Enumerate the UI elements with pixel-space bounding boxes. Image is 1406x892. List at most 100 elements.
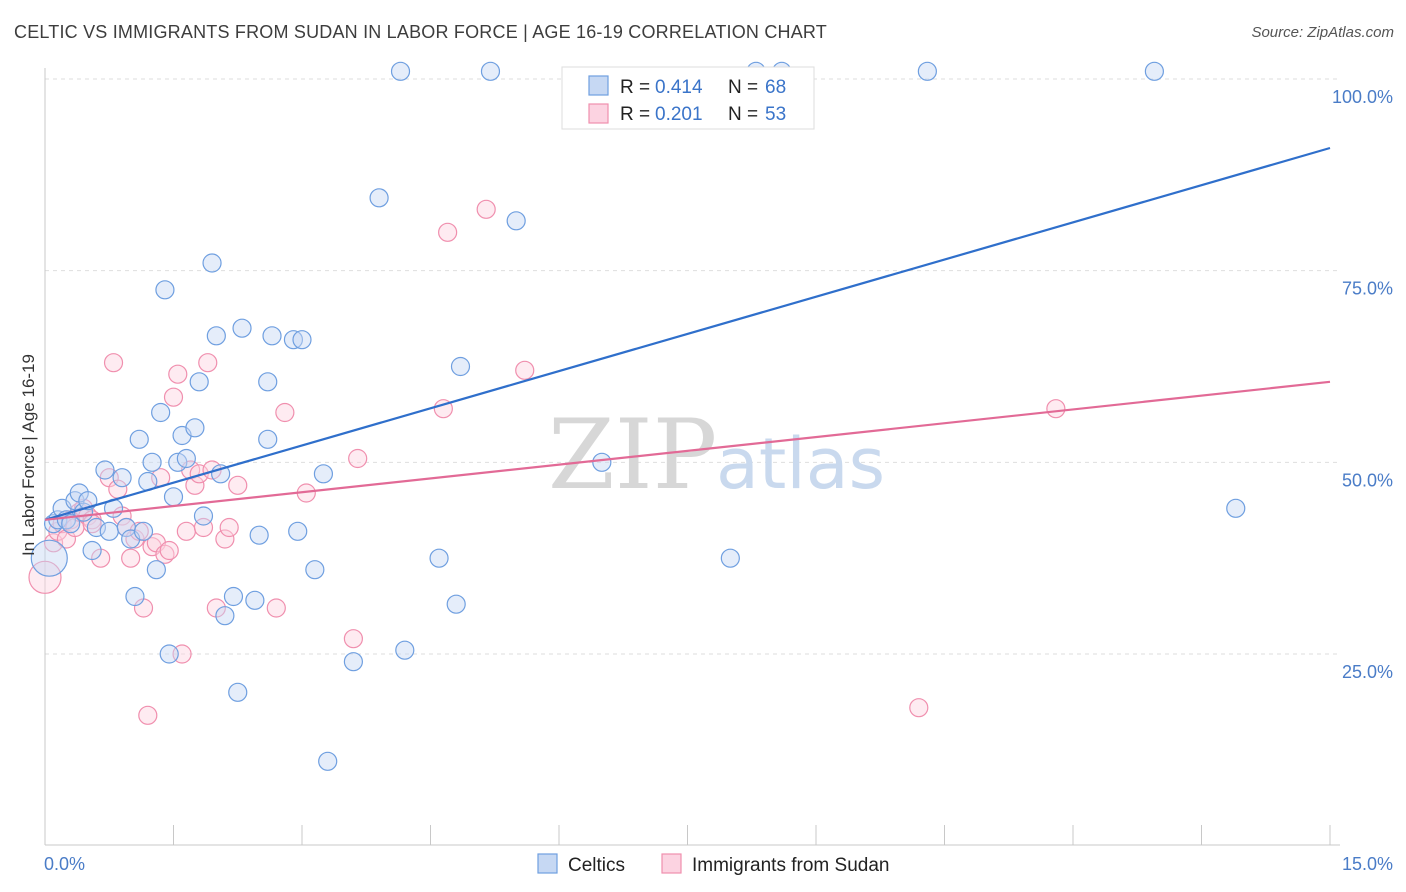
celtics-point [125, 586, 145, 607]
celtics-point [592, 452, 612, 472]
axes [44, 68, 1340, 846]
celtics-point [159, 644, 179, 664]
sudan-point [438, 222, 458, 242]
legend-n-label-sudan: N = [728, 104, 758, 125]
celtics-point [305, 560, 325, 580]
celtics-point [176, 448, 196, 469]
bottom-legend-swatch-celtics [537, 853, 558, 874]
legend-n-value-sudan: 53 [765, 104, 786, 125]
celtics-point [369, 188, 389, 208]
celtics-point [245, 590, 265, 610]
celtics-point [206, 326, 226, 346]
celtics-point [429, 548, 449, 568]
sudan-point [215, 529, 235, 549]
legend-r-value-sudan: 0.201 [655, 104, 703, 125]
celtics-point [185, 418, 205, 438]
celtics-point [142, 452, 162, 472]
celtics-point [163, 487, 184, 507]
trend-lines [44, 146, 1331, 521]
sudan-point [28, 560, 62, 594]
series-sudan-points [28, 199, 1066, 725]
sudan-point [909, 698, 929, 718]
celtics-point [155, 280, 175, 300]
sudan-point [266, 598, 286, 618]
sudan-point [176, 521, 196, 541]
watermark-zip-text: ZIP [548, 399, 717, 511]
celtics-point [395, 640, 415, 660]
celtics-point [288, 521, 308, 541]
bottom-legend-swatch-sudan [661, 853, 682, 874]
celtics-point [506, 211, 526, 231]
sudan-point [348, 448, 368, 469]
celtics-point [215, 606, 235, 626]
celtics-point [262, 326, 282, 346]
sudan-point [163, 387, 184, 407]
sudan-point [103, 353, 124, 373]
celtics-point [61, 514, 81, 534]
bottom-legend-label-celtics: Celtics [568, 855, 625, 876]
celtics-point [228, 682, 248, 702]
celtics-point [917, 61, 937, 81]
x-tick-label: 0.0% [44, 854, 85, 874]
y-tick-label: 25.0% [1342, 662, 1393, 682]
celtics-point [1226, 498, 1246, 518]
sudan-point [198, 353, 218, 373]
celtics-point [480, 61, 501, 81]
series-legend: Celtics Immigrants from Sudan [537, 853, 889, 876]
sudan-point [343, 629, 363, 649]
celtics-point [258, 372, 278, 392]
sudan-point [515, 360, 535, 380]
grid-lines [45, 78, 1340, 655]
celtics-point [193, 506, 214, 526]
sudan-point [275, 402, 295, 423]
celtics-point [189, 372, 209, 392]
legend-swatch-celtics [588, 75, 609, 96]
celtics-point [292, 330, 312, 350]
celtics-trend-line [44, 146, 1331, 521]
legend-r-value-celtics: 0.414 [655, 77, 703, 98]
celtics-point [86, 517, 107, 538]
celtics-point [99, 521, 119, 541]
legend-r-label-celtics: R = [620, 77, 650, 98]
legend-n-label-celtics: N = [728, 77, 758, 98]
celtics-point [313, 464, 334, 484]
sudan-point [168, 364, 188, 384]
celtics-point [133, 521, 154, 541]
x-tick-labels: 0.0% 15.0% [44, 854, 1393, 874]
sudan-point [189, 464, 209, 484]
y-tick-labels: 25.0% 50.0% 75.0% 100.0% [1332, 87, 1393, 682]
sudan-point [43, 533, 64, 553]
x-tick-label: 15.0% [1342, 854, 1393, 874]
celtics-point [450, 356, 471, 377]
sudan-trend-line [44, 380, 1331, 521]
y-axis-title: In Labor Force | Age 16-19 [19, 354, 38, 556]
y-tick-label: 75.0% [1342, 279, 1393, 299]
celtics-point [258, 429, 278, 449]
sudan-point [159, 540, 179, 561]
celtics-point [318, 751, 338, 771]
celtics-point [151, 402, 171, 423]
y-tick-label: 100.0% [1332, 87, 1393, 107]
celtics-point [232, 318, 252, 338]
celtics-point [146, 560, 166, 580]
bottom-legend-label-sudan: Immigrants from Sudan [692, 855, 889, 876]
sudan-point [121, 548, 141, 568]
celtics-point [446, 594, 466, 614]
source-label: Source: ZipAtlas.com [1251, 24, 1394, 41]
watermark: ZIP atlas [548, 399, 885, 511]
celtics-point [129, 429, 149, 449]
legend-swatch-sudan [588, 103, 609, 124]
celtics-point [202, 253, 222, 273]
sudan-point [193, 517, 214, 538]
sudan-point [1046, 399, 1066, 419]
chart-title: CELTIC VS IMMIGRANTS FROM SUDAN IN LABOR… [14, 22, 828, 42]
celtics-point [82, 540, 102, 561]
sudan-point [228, 475, 248, 495]
sudan-point [219, 517, 239, 538]
legend-r-label-sudan: R = [620, 104, 650, 125]
y-tick-label: 50.0% [1342, 470, 1393, 490]
celtics-point [720, 548, 740, 568]
celtics-point [249, 525, 269, 545]
celtics-point [95, 460, 115, 480]
